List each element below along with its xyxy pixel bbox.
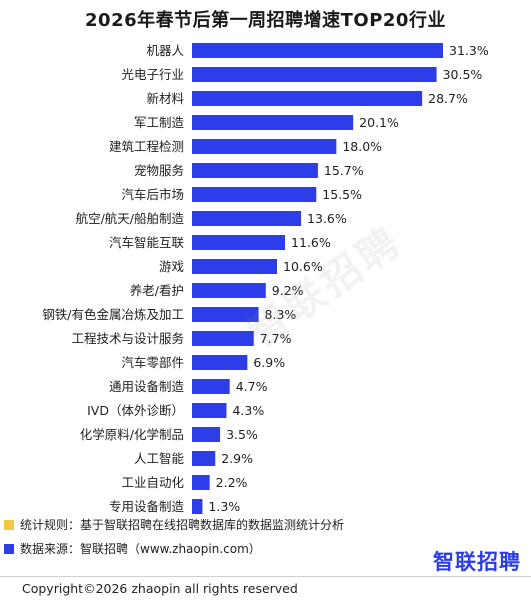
- category-label: 化学原料/化学制品: [80, 427, 184, 442]
- bar: [192, 499, 203, 514]
- bar: [192, 163, 318, 178]
- value-label: 13.6%: [307, 211, 347, 226]
- bar: [192, 91, 423, 106]
- bar: [192, 331, 254, 346]
- category-label: 游戏: [159, 259, 184, 274]
- value-label: 18.0%: [342, 139, 382, 154]
- bar: [192, 427, 221, 442]
- chart-title: 2026年春节后第一周招聘增速TOP20行业: [85, 10, 446, 31]
- copyright-text: Copyright©2026 zhaopin all rights reserv…: [22, 581, 298, 596]
- value-label: 2.2%: [216, 475, 248, 490]
- value-label: 4.7%: [236, 379, 268, 394]
- bar: [192, 67, 437, 82]
- category-label: 工程技术与设计服务: [71, 331, 184, 346]
- value-label: 11.6%: [291, 235, 331, 250]
- bar: [192, 475, 210, 490]
- bar: [192, 139, 337, 154]
- brand-logo: 智联招聘: [433, 550, 521, 574]
- data-source-note: 数据来源：智联招聘（www.zhaopin.com）: [4, 540, 261, 557]
- category-label: IVD（体外诊断）: [87, 403, 184, 418]
- value-label: 7.7%: [260, 331, 292, 346]
- value-label: 15.5%: [322, 187, 362, 202]
- value-label: 30.5%: [443, 67, 483, 82]
- value-label: 3.5%: [226, 427, 258, 442]
- bar: [192, 307, 259, 322]
- bar: [192, 379, 230, 394]
- category-label: 工业自动化: [121, 475, 184, 490]
- category-label: 通用设备制造: [109, 379, 185, 394]
- category-label: 航空/航天/船舶制造: [76, 211, 185, 226]
- category-label: 汽车零部件: [121, 355, 184, 370]
- category-label: 人工智能: [134, 451, 185, 466]
- value-label: 9.2%: [272, 283, 304, 298]
- category-label: 汽车后市场: [121, 187, 184, 202]
- category-label: 专用设备制造: [109, 499, 185, 514]
- category-label: 新材料: [146, 91, 184, 106]
- value-label: 1.3%: [208, 499, 240, 514]
- value-label: 28.7%: [428, 91, 468, 106]
- bar: [192, 283, 266, 298]
- value-label: 31.3%: [449, 43, 489, 58]
- value-label: 10.6%: [283, 259, 323, 274]
- category-label: 光电子行业: [121, 67, 184, 82]
- value-label: 4.3%: [232, 403, 264, 418]
- bar: [192, 211, 302, 226]
- data-source-text: 数据来源：智联招聘（www.zhaopin.com）: [20, 542, 261, 556]
- bar: [192, 403, 227, 418]
- bar: [192, 235, 286, 250]
- value-label: 6.9%: [253, 355, 285, 370]
- category-label: 养老/看护: [130, 283, 184, 298]
- bar: [192, 43, 443, 58]
- category-label: 钢铁/有色金属冶炼及加工: [42, 307, 184, 322]
- bar: [192, 451, 216, 466]
- category-label: 建筑工程检测: [109, 139, 184, 154]
- category-label: 军工制造: [134, 115, 185, 130]
- bar: [192, 187, 317, 202]
- category-label: 汽车智能互联: [109, 235, 185, 250]
- category-label: 宠物服务: [134, 163, 184, 178]
- statistics-rule-note: 统计规则：基于智联招聘在线招聘数据库的数据监测统计分析: [4, 516, 344, 533]
- value-label: 20.1%: [359, 115, 399, 130]
- source-marker-icon: [4, 543, 14, 554]
- statistics-rule-text: 统计规则：基于智联招聘在线招聘数据库的数据监测统计分析: [20, 518, 345, 532]
- bar: [192, 355, 248, 370]
- bar-chart: 机器人 31.3% 光电子行业 30.5% 新材料 28.7% 军工制造 20.1% 建筑工程检…: [42, 43, 489, 514]
- footer: Copyright©2026 zhaopin all rights reserv…: [0, 576, 531, 609]
- value-label: 8.3%: [265, 307, 297, 322]
- value-label: 2.9%: [221, 451, 253, 466]
- bar: [192, 115, 354, 130]
- value-label: 15.7%: [324, 163, 364, 178]
- bar: [192, 259, 278, 274]
- rule-marker-icon: [4, 519, 14, 530]
- category-label: 机器人: [146, 43, 184, 58]
